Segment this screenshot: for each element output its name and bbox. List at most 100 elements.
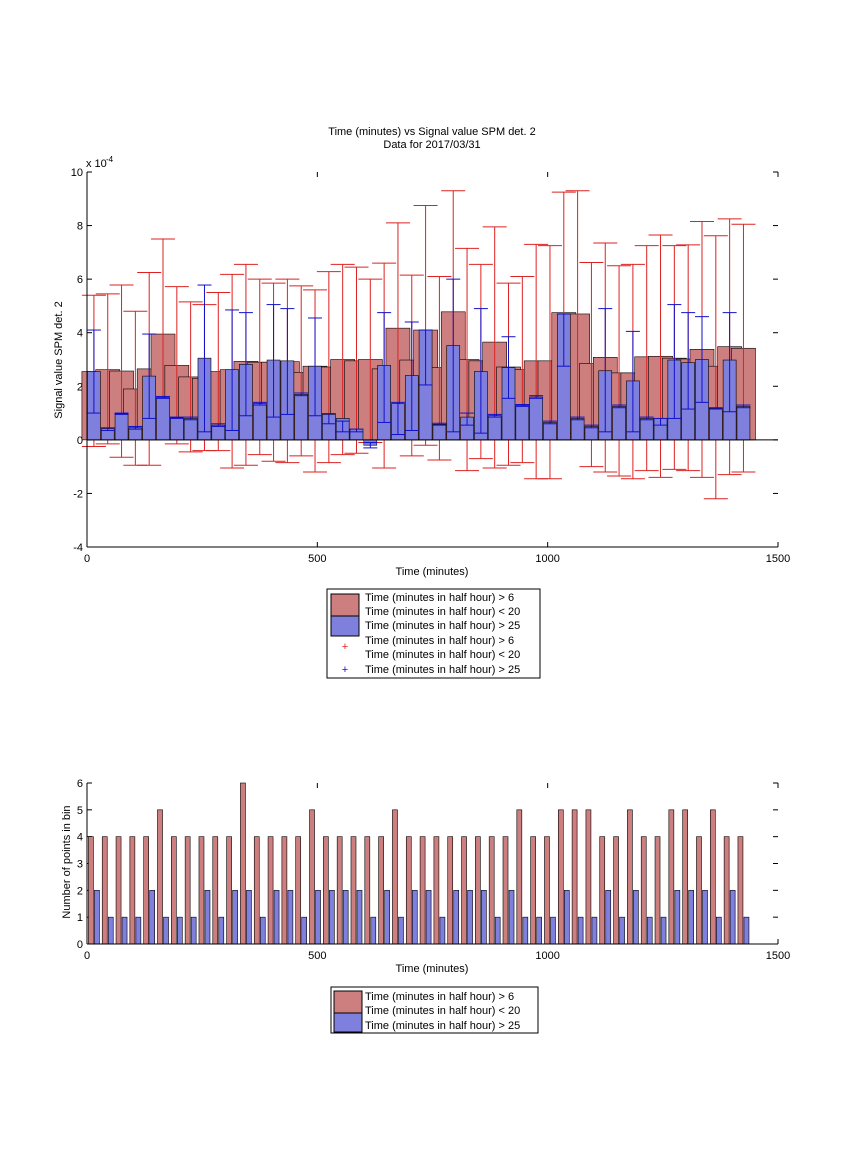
- chart1-title: Time (minutes) vs Signal value SPM det. …: [328, 126, 535, 138]
- chart2-bar-blue: [425, 890, 432, 945]
- chart2-bar-blue: [190, 916, 197, 945]
- chart2-bar-blue: [246, 890, 252, 945]
- chart2-bar-blue: [522, 916, 529, 945]
- chart1-subtitle: Data for 2017/03/31: [383, 139, 480, 151]
- chart2-bar-blue: [204, 890, 211, 945]
- chart2-legend: Time (minutes in half hour) > 6 Time (mi…: [330, 986, 539, 1034]
- chart2-bar-red: [157, 809, 163, 945]
- chart1-bar-blue: [570, 418, 585, 441]
- chart2-bar-blue: [342, 890, 349, 945]
- chart1-bar-blue: [529, 396, 543, 441]
- chart1-legend-marker-red: +: [342, 641, 348, 653]
- chart1-bar-blue: [170, 417, 184, 441]
- chart2-bar-blue: [481, 890, 487, 945]
- chart1-y-tick-label: -2: [73, 488, 83, 500]
- chart2-bar-blue: [301, 916, 308, 945]
- chart2-bar-red: [323, 836, 329, 945]
- chart2-bar-red: [682, 809, 688, 945]
- chart2-bar-blue: [287, 890, 294, 945]
- chart2-bar-blue: [453, 890, 460, 945]
- chart1-bar-blue: [114, 413, 129, 441]
- chart2-bar-red: [295, 836, 302, 945]
- chart2-legend-box: [330, 986, 539, 1034]
- chart1-y-tick-label: 6: [77, 274, 83, 286]
- chart2-x-label: Time (minutes): [396, 963, 469, 975]
- chart2-y-label: Number of points in bin: [61, 805, 73, 918]
- chart2-bar-red: [557, 809, 564, 945]
- chart2-bar-red: [710, 809, 716, 945]
- chart2-bar-blue: [646, 916, 653, 945]
- chart2-x-tick-label: 1500: [766, 950, 790, 962]
- chart1-legend-entry: Time (minutes in half hour) > 6: [365, 592, 514, 604]
- chart1-bar-blue: [183, 418, 198, 441]
- chart2-bar-red: [737, 836, 744, 945]
- chart2-bar-red: [350, 836, 357, 945]
- chart1-bar-blue: [736, 406, 751, 441]
- chart1-y-tick-label: 10: [71, 167, 83, 179]
- chart2-bar-red: [281, 836, 288, 945]
- chart2-bar-red: [143, 836, 149, 945]
- chart2-bar-red: [184, 836, 191, 945]
- chart1-bar-blue: [584, 426, 599, 441]
- chart2-bar-blue: [370, 916, 377, 945]
- chart1-bar-blue: [487, 415, 502, 441]
- chart1-y-tick-label: -4: [73, 542, 83, 554]
- chart2-bar-blue: [605, 890, 612, 945]
- chart2-bar-blue: [467, 890, 473, 945]
- chart1-x-tick-label: 500: [308, 553, 326, 565]
- chart2-bar-blue: [619, 916, 625, 945]
- chart1-legend-entry: Time (minutes in half hour) > 25: [365, 664, 520, 676]
- chart2-y-tick-label: 2: [77, 885, 83, 897]
- chart2-bar-blue: [729, 890, 736, 945]
- chart1-x-label: Time (minutes): [396, 566, 469, 578]
- chart2-bar-red: [571, 809, 578, 945]
- chart1-legend-swatch-red: [330, 593, 360, 617]
- chart2-bar-blue: [329, 890, 335, 945]
- chart2-bar-red: [723, 836, 730, 945]
- chart2-y-tick-label: 1: [77, 912, 83, 924]
- chart2-bar-red: [405, 836, 412, 945]
- chart1-y-tick-label: 0: [77, 435, 83, 447]
- chart2-bar-blue: [149, 890, 155, 945]
- chart2-bar-red: [115, 836, 122, 945]
- chart2-bar-red: [585, 809, 592, 945]
- chart2-bar-red: [475, 836, 481, 945]
- chart2-bar-blue: [591, 916, 598, 945]
- chart2-bar-red: [378, 836, 384, 945]
- chart2-bar-red: [613, 836, 619, 945]
- chart2-bar-red: [640, 836, 647, 945]
- chart1-bar-blue: [252, 403, 267, 441]
- chart2-bar-blue: [121, 916, 128, 945]
- chart2-bar-red: [488, 836, 495, 945]
- chart2-x-tick-label: 500: [308, 950, 326, 962]
- chart2-bar-blue: [674, 890, 681, 945]
- chart2-bar-blue: [384, 890, 390, 945]
- chart1-legend-entry: Time (minutes in half hour) > 25: [365, 620, 520, 632]
- chart2-bar-blue: [163, 916, 169, 945]
- chart2-bar-red: [461, 836, 467, 945]
- chart1-y-label: Signal value SPM det. 2: [53, 301, 65, 418]
- chart2-bar-red: [544, 836, 550, 945]
- chart1-legend-entry: Time (minutes in half hour) < 20: [365, 606, 520, 618]
- chart2-y-tick-label: 6: [77, 778, 83, 790]
- chart2-bar-blue: [743, 916, 750, 945]
- chart2-bar-blue: [702, 890, 708, 945]
- chart2-bar-red: [309, 809, 315, 945]
- chart2-bar-red: [502, 836, 509, 945]
- chart2-bar-red: [627, 809, 633, 945]
- chart2-bar-blue: [177, 916, 183, 945]
- chart2-legend-entry: Time (minutes in half hour) < 20: [365, 1005, 520, 1017]
- chart2-y-tick-label: 3: [77, 859, 83, 871]
- chart2-bar-red: [171, 836, 177, 945]
- chart1-bar-blue: [515, 405, 530, 441]
- chart2-bar-blue: [135, 916, 142, 945]
- chart2-bar-blue: [536, 916, 542, 945]
- chart1-bar-blue: [543, 422, 557, 441]
- chart1-legend-marker-blue: +: [342, 664, 348, 676]
- chart2-bar-blue: [259, 916, 266, 945]
- chart2-bar-blue: [356, 890, 363, 945]
- chart1-legend-entry: Time (minutes in half hour) > 6: [365, 635, 514, 647]
- chart2-bar-red: [88, 836, 94, 945]
- chart2-bar-red: [668, 809, 675, 945]
